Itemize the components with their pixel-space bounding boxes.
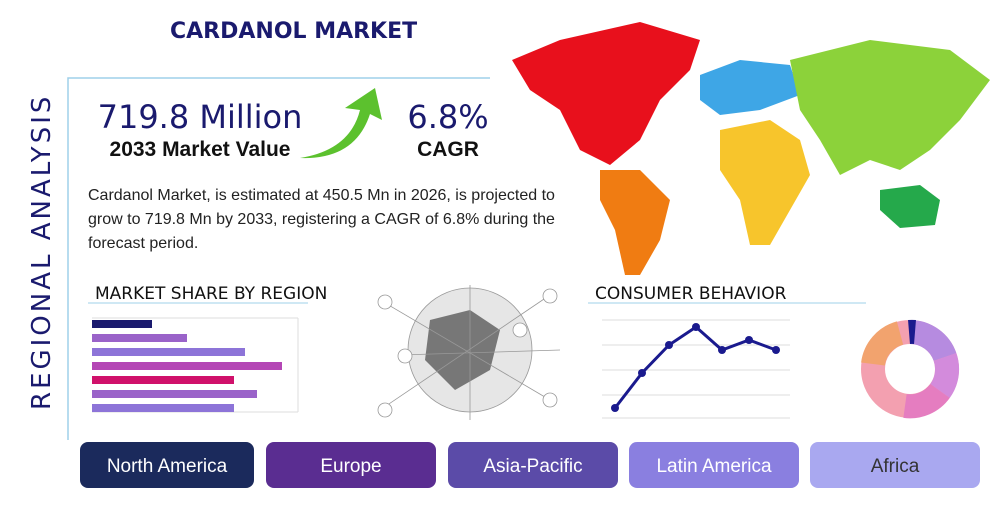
- region-label: Latin America: [656, 456, 772, 477]
- region-button[interactable]: [448, 442, 618, 488]
- region-label: Africa: [871, 456, 920, 477]
- region-button[interactable]: [810, 442, 980, 488]
- region-label: Asia-Pacific: [483, 456, 582, 477]
- behavior-heading: CONSUMER BEHAVIOR: [595, 284, 787, 304]
- donut: [861, 319, 960, 419]
- description: Cardanol Market, is estimated at 450.5 M…: [88, 187, 555, 252]
- market-value: 719.8 Million: [98, 98, 303, 136]
- description-box: Cardanol Market, is estimated at 450.5 M…: [88, 187, 555, 252]
- world-map: [512, 22, 990, 275]
- region-buttons: North America Europe Asia-Pacific Latin …: [80, 442, 980, 488]
- frame: [67, 77, 490, 440]
- share-bars: [92, 317, 299, 413]
- market-value-caption: 2033 Market Value: [110, 138, 291, 161]
- side-label: REGIONAL ANALYSIS: [27, 94, 57, 410]
- behavior-line: [602, 319, 790, 419]
- region-button[interactable]: [629, 442, 799, 488]
- region-label: North America: [107, 456, 228, 477]
- share-heading: MARKET SHARE BY REGION: [95, 284, 327, 304]
- cagr-caption: CAGR: [417, 138, 479, 161]
- growth-arrow: [300, 88, 382, 159]
- region-label: Europe: [320, 456, 381, 477]
- region-button[interactable]: [80, 442, 254, 488]
- cagr-value: 6.8%: [407, 98, 488, 136]
- globe-network: [377, 285, 561, 420]
- title: CARDANOL MARKET: [170, 19, 417, 44]
- region-button[interactable]: [266, 442, 436, 488]
